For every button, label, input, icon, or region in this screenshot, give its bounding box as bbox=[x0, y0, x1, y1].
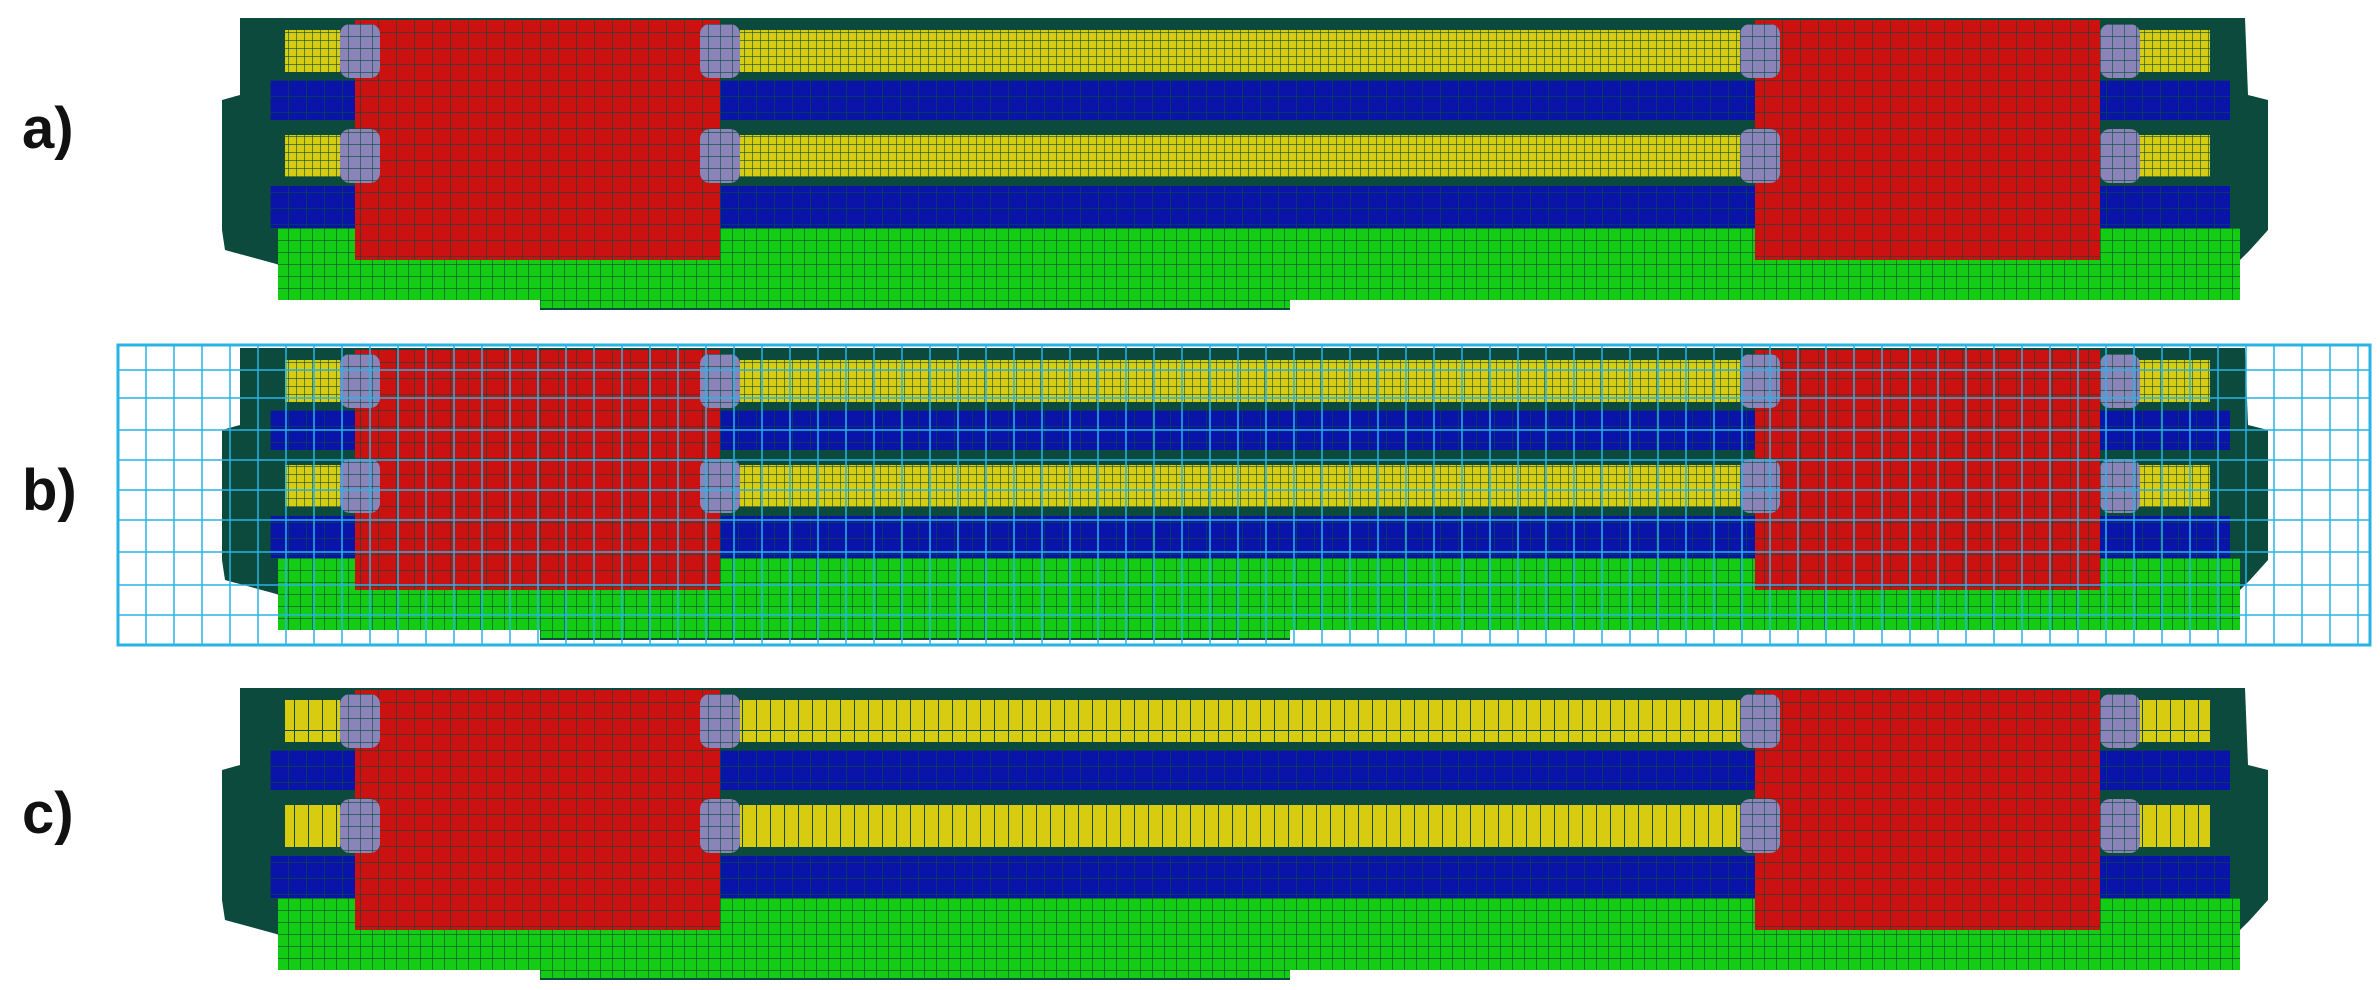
connector-mesh-1-3 bbox=[2100, 459, 2140, 513]
connector-mesh-0-3 bbox=[2100, 354, 2140, 408]
yellow-strip-left-0-mesh bbox=[285, 30, 340, 72]
connector-mesh-1-2 bbox=[1740, 459, 1780, 513]
connector-mesh-0-3 bbox=[2100, 24, 2140, 78]
yellow-strip-right-1-mesh bbox=[2130, 465, 2210, 507]
yellow-strip-right-0-mesh bbox=[2130, 360, 2210, 402]
connector-mesh-1-3 bbox=[2100, 799, 2140, 853]
overlay-grid bbox=[116, 343, 2372, 647]
red-column-left-mesh bbox=[355, 690, 720, 930]
yellow-strip-center-0-mesh bbox=[740, 30, 1740, 72]
yellow-strip-right-1-mesh bbox=[2130, 135, 2210, 177]
red-column-right-mesh bbox=[1755, 20, 2100, 260]
connector-mesh-1-1 bbox=[700, 129, 740, 183]
yellow-strip-center-1-mesh bbox=[740, 135, 1740, 177]
connector-mesh-0-1 bbox=[700, 694, 740, 748]
connector-mesh-0-0 bbox=[340, 694, 380, 748]
yellow-strip-center-0-mesh bbox=[740, 700, 1740, 742]
connector-mesh-1-1 bbox=[700, 459, 740, 513]
yellow-strip-right-0-mesh bbox=[2130, 700, 2210, 742]
connector-mesh-0-3 bbox=[2100, 694, 2140, 748]
mesh-panel-a bbox=[222, 18, 2268, 310]
panel-label-a: a) bbox=[22, 96, 74, 161]
yellow-strip-right-0-mesh bbox=[2130, 30, 2210, 72]
red-column-left-mesh bbox=[355, 20, 720, 260]
yellow-strip-left-0-mesh bbox=[285, 700, 340, 742]
connector-mesh-0-1 bbox=[700, 354, 740, 408]
yellow-strip-center-0-mesh bbox=[740, 360, 1740, 402]
connector-mesh-1-0 bbox=[340, 799, 380, 853]
panel-label-c: c) bbox=[22, 781, 74, 846]
connector-mesh-0-0 bbox=[340, 24, 380, 78]
green-base-step-mesh bbox=[540, 296, 1290, 308]
green-base-step-mesh bbox=[540, 966, 1290, 978]
connector-mesh-0-2 bbox=[1740, 24, 1780, 78]
connector-mesh-1-2 bbox=[1740, 129, 1780, 183]
green-base-step-mesh bbox=[540, 626, 1290, 638]
yellow-strip-left-1-mesh bbox=[285, 465, 340, 507]
yellow-strip-left-1-mesh bbox=[285, 805, 340, 847]
connector-mesh-1-2 bbox=[1740, 799, 1780, 853]
panel-label-b: b) bbox=[22, 458, 77, 523]
red-column-right-mesh bbox=[1755, 350, 2100, 590]
mesh-panel-b bbox=[116, 343, 2372, 647]
yellow-strip-center-1-mesh bbox=[740, 805, 1740, 847]
mesh-panel-c bbox=[222, 688, 2268, 980]
yellow-strip-right-1-mesh bbox=[2130, 805, 2210, 847]
yellow-strip-left-0-mesh bbox=[285, 360, 340, 402]
connector-mesh-0-2 bbox=[1740, 694, 1780, 748]
connector-mesh-1-0 bbox=[340, 129, 380, 183]
red-column-right-mesh bbox=[1755, 690, 2100, 930]
yellow-strip-left-1-mesh bbox=[285, 135, 340, 177]
yellow-strip-center-1-mesh bbox=[740, 465, 1740, 507]
connector-mesh-0-2 bbox=[1740, 354, 1780, 408]
connector-mesh-0-0 bbox=[340, 354, 380, 408]
connector-mesh-1-3 bbox=[2100, 129, 2140, 183]
connector-mesh-0-1 bbox=[700, 24, 740, 78]
connector-mesh-1-0 bbox=[340, 459, 380, 513]
connector-mesh-1-1 bbox=[700, 799, 740, 853]
